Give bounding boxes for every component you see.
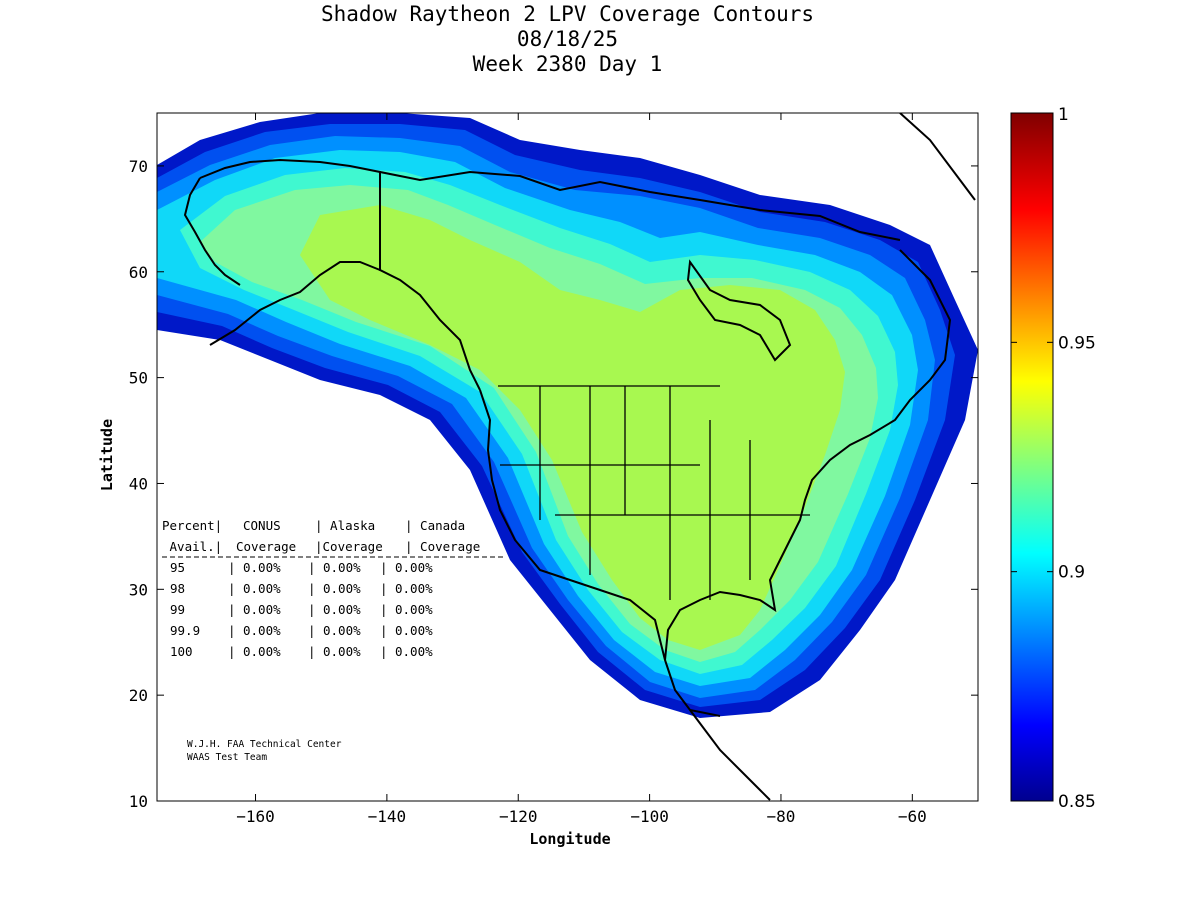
axis-tick-labels: −160 −140 −120 −100 −80 −60 10 20 30 40 50 60 70 (129, 157, 927, 826)
greenland (899, 113, 976, 201)
row-alaska: 0.00% (323, 623, 361, 638)
row-conus: 0.00% (243, 602, 281, 617)
row-separator: | (308, 623, 316, 638)
header-alaska: | Alaska (315, 518, 375, 533)
stats-header-2: Avail.| Coverage |Coverage | Coverage (162, 539, 480, 554)
row-separator: | (380, 581, 388, 596)
header-percent: Percent| (162, 518, 222, 533)
x-tick-label: −60 (898, 807, 927, 826)
colorbar (1010, 112, 1054, 802)
header-canada: | Canada (405, 518, 465, 533)
row-separator: | (228, 560, 236, 575)
stats-row: 100 | 0.00% | 0.00% | 0.00% (170, 644, 433, 659)
state-borders (498, 385, 810, 600)
row-separator: | (228, 581, 236, 596)
y-tick-label: 10 (129, 792, 148, 811)
map-week: Week 2380 Day 1 (472, 52, 663, 76)
axis-ticks (157, 113, 978, 802)
x-tick-label: −120 (499, 807, 538, 826)
colorbar-ticks: 1 0.95 0.9 0.85 (1011, 105, 1096, 812)
row-percent: 99 (170, 602, 185, 617)
y-tick-label: 30 (129, 580, 148, 599)
header-conus: CONUS (243, 518, 281, 533)
x-tick-label: −160 (236, 807, 275, 826)
y-tick-label: 20 (129, 686, 148, 705)
row-separator: | (380, 623, 388, 638)
central-america (689, 709, 771, 801)
row-conus: 0.00% (243, 581, 281, 596)
row-canada: 0.00% (395, 644, 433, 659)
row-conus: 0.00% (243, 623, 281, 638)
alaska-south-coast (209, 261, 381, 346)
colorbar-tick-label: 0.95 (1058, 333, 1096, 353)
colorbar-tick-label: 1 (1058, 105, 1069, 125)
row-canada: 0.00% (395, 602, 433, 617)
row-alaska: 0.00% (323, 581, 361, 596)
coverage-stats-table: Percent| CONUS | Alaska | Canada Avail.| Cov… (162, 518, 505, 659)
credit-line-1: W.J.H. FAA Technical Center (187, 739, 342, 750)
east-coast (663, 249, 952, 717)
row-alaska: 0.00% (323, 560, 361, 575)
row-separator: | (228, 623, 236, 638)
row-separator: | (308, 581, 316, 596)
header-avail: Avail.| (162, 539, 222, 554)
row-separator: | (380, 644, 388, 659)
stats-header-1: Percent| CONUS | Alaska | Canada (162, 518, 465, 533)
row-separator: | (380, 560, 388, 575)
x-tick-label: −100 (630, 807, 669, 826)
map-title: Shadow Raytheon 2 LPV Coverage Contours (320, 2, 815, 26)
row-canada: 0.00% (395, 560, 433, 575)
row-canada: 0.00% (395, 623, 433, 638)
y-tick-label: 40 (129, 474, 148, 493)
y-tick-label: 50 (129, 369, 148, 388)
west-coast (479, 389, 666, 661)
row-separator: | (308, 602, 316, 617)
stats-row: 99.9 | 0.00% | 0.00% | 0.00% (170, 623, 433, 638)
header-coverage-alaska: |Coverage (315, 539, 383, 554)
hudson-bay (686, 259, 792, 362)
row-separator: | (380, 602, 388, 617)
row-separator: | (228, 602, 236, 617)
colorbar-tick-label: 0.85 (1058, 792, 1096, 812)
row-canada: 0.00% (395, 581, 433, 596)
y-tick-label: 70 (129, 157, 148, 176)
alaska-coast (199, 158, 481, 391)
row-percent: 98 (170, 581, 185, 596)
coastlines (183, 113, 976, 801)
row-percent: 100 (170, 644, 193, 659)
row-separator: | (308, 560, 316, 575)
stats-row: 95 | 0.00% | 0.00% | 0.00% (170, 560, 433, 575)
row-alaska: 0.00% (323, 644, 361, 659)
x-tick-label: −80 (767, 807, 796, 826)
stats-row: 98 | 0.00% | 0.00% | 0.00% (170, 581, 433, 596)
colorbar-tick-label: 0.9 (1058, 563, 1085, 583)
header-coverage-conus: Coverage (236, 539, 296, 554)
arctic-coast (379, 170, 901, 241)
row-percent: 95 (170, 560, 185, 575)
map-date: 08/18/25 (516, 27, 619, 51)
row-alaska: 0.00% (323, 602, 361, 617)
header-coverage-canada: | Coverage (405, 539, 480, 554)
row-separator: | (228, 644, 236, 659)
stats-rows: 95 | 0.00% | 0.00% | 0.00% 98 | 0.00% | 0.00% | 0.00%… (170, 560, 433, 659)
x-axis-label: Longitude (529, 830, 610, 848)
y-tick-label: 60 (129, 263, 148, 282)
row-separator: | (308, 644, 316, 659)
y-axis-label: Latitude (98, 419, 116, 491)
stats-row: 99 | 0.00% | 0.00% | 0.00% (170, 602, 433, 617)
credit-line-2: WAAS Test Team (187, 752, 267, 763)
row-percent: 99.9 (170, 623, 200, 638)
plot-frame (156, 112, 979, 802)
row-conus: 0.00% (243, 560, 281, 575)
row-conus: 0.00% (243, 644, 281, 659)
x-tick-label: −140 (368, 807, 407, 826)
alaska-west-coast (183, 177, 241, 286)
